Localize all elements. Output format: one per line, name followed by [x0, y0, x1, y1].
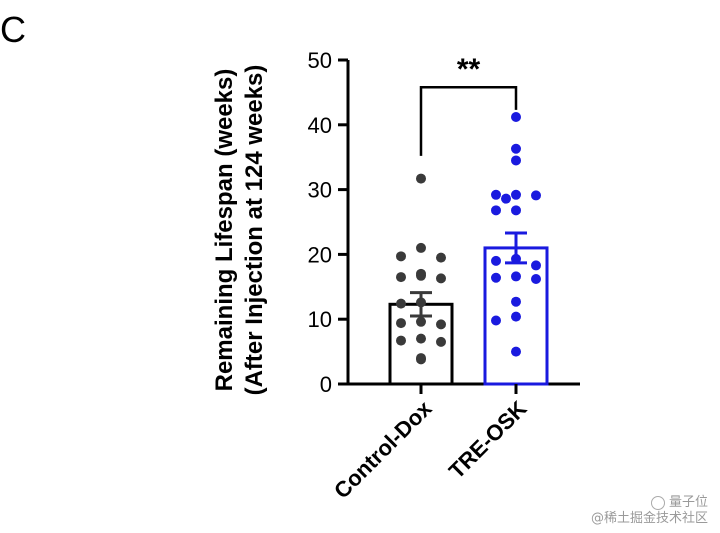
- y-tick-label: 50: [308, 48, 332, 73]
- data-point: [491, 189, 501, 200]
- watermark-line1: 量子位: [668, 495, 708, 510]
- data-point: [396, 251, 406, 262]
- data-point: [416, 316, 426, 327]
- data-point: [491, 205, 501, 216]
- data-point: [511, 112, 521, 123]
- y-axis-label-line2: (After Injection at 124 weeks): [241, 65, 268, 396]
- data-point: [396, 272, 406, 283]
- data-point: [511, 189, 521, 200]
- data-point: [531, 190, 541, 201]
- data-point: [416, 333, 426, 344]
- data-point: [531, 260, 541, 271]
- data-point: [416, 242, 426, 253]
- data-point: [436, 273, 446, 284]
- y-tick-label: 10: [308, 307, 332, 332]
- data-point: [396, 335, 406, 346]
- data-point: [511, 346, 521, 357]
- data-point: [491, 315, 501, 326]
- data-point: [396, 298, 406, 309]
- data-point: [416, 173, 426, 184]
- y-tick-label: 0: [320, 372, 332, 397]
- data-point: [511, 155, 521, 166]
- significance-marker: **: [457, 53, 481, 86]
- data-point: [511, 296, 521, 307]
- y-tick-label: 40: [308, 113, 332, 138]
- watermark-line2: @稀土掘金技术社区: [590, 511, 708, 526]
- x-category-label: Control-Dox: [329, 395, 437, 503]
- data-point: [491, 255, 501, 266]
- x-category-label: TRE-OSK: [444, 396, 532, 484]
- y-axis-title: Remaining Lifespan (weeks) (After Inject…: [211, 65, 268, 396]
- significance-bracket: [419, 85, 518, 156]
- data-point: [416, 270, 426, 281]
- y-tick-label: 30: [308, 178, 332, 203]
- data-point: [436, 336, 446, 347]
- y-tick-label: 20: [308, 242, 332, 267]
- data-point: [511, 205, 521, 216]
- watermark: 量子位 @稀土掘金技术社区: [591, 495, 708, 527]
- y-axis-label-line1: Remaining Lifespan (weeks): [211, 69, 238, 392]
- data-point: [436, 252, 446, 263]
- data-point: [491, 272, 501, 283]
- panel-label: C: [0, 9, 26, 50]
- data-point: [501, 193, 511, 204]
- data-point: [396, 318, 406, 329]
- data-point: [511, 311, 521, 322]
- data-point: [511, 143, 521, 154]
- data-point: [436, 319, 446, 330]
- wechat-icon: [650, 496, 665, 510]
- data-point: [416, 354, 426, 365]
- data-point: [531, 274, 541, 285]
- plot-area: 0 10 20 30 40 50 Control-Dox TRE-OSK **: [308, 48, 580, 503]
- data-point: [511, 271, 521, 282]
